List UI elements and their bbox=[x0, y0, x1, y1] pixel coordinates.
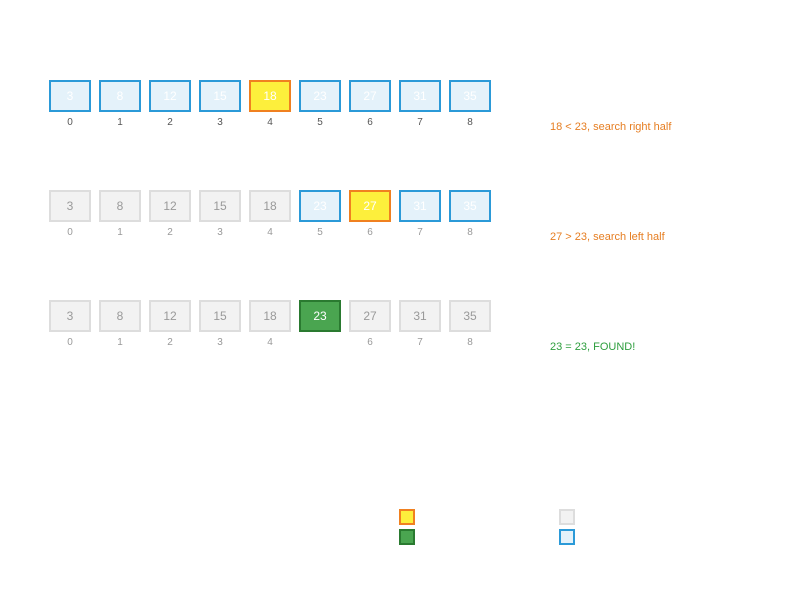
array-index-label: 0 bbox=[67, 117, 73, 128]
array-index-label: 3 bbox=[217, 117, 223, 128]
array-index-label: 5 bbox=[317, 117, 323, 128]
array-cell: 12 bbox=[149, 300, 191, 332]
array-index-label: 2 bbox=[167, 227, 173, 238]
array-index-label: 0 bbox=[67, 227, 73, 238]
array-cell: 23 bbox=[299, 80, 341, 112]
array-cell: 27 bbox=[349, 300, 391, 332]
legend-swatch-found bbox=[399, 529, 415, 545]
array-cell: 31 bbox=[399, 190, 441, 222]
array-index-label: 8 bbox=[467, 337, 473, 348]
array-cell: 23 bbox=[299, 300, 341, 332]
array-index-label: 7 bbox=[417, 117, 423, 128]
array-cell: 12 bbox=[149, 190, 191, 222]
array-cell: 35 bbox=[449, 300, 491, 332]
legend-swatch-mid bbox=[399, 509, 415, 525]
step-note: 18 < 23, search right half bbox=[550, 121, 672, 133]
array-index-label: 0 bbox=[67, 337, 73, 348]
legend-swatch-excluded bbox=[559, 509, 575, 525]
array-index-label: 3 bbox=[217, 337, 223, 348]
array-cell: 12 bbox=[149, 80, 191, 112]
array-cell: 3 bbox=[49, 80, 91, 112]
array-cell: 18 bbox=[249, 190, 291, 222]
array-index-label: 7 bbox=[417, 227, 423, 238]
array-cell: 15 bbox=[199, 80, 241, 112]
array-cell: 31 bbox=[399, 80, 441, 112]
array-index-label: 4 bbox=[267, 227, 273, 238]
array-index-label: 8 bbox=[467, 227, 473, 238]
array-cell: 18 bbox=[249, 300, 291, 332]
array-cell: 8 bbox=[99, 190, 141, 222]
step-note: 23 = 23, FOUND! bbox=[550, 341, 636, 353]
step-note: 27 > 23, search left half bbox=[550, 231, 665, 243]
array-index-label: 4 bbox=[267, 117, 273, 128]
array-index-label: 4 bbox=[267, 337, 273, 348]
array-cell: 27 bbox=[349, 80, 391, 112]
array-cell: 35 bbox=[449, 190, 491, 222]
array-index-label: 5 bbox=[317, 227, 323, 238]
array-index-label: 3 bbox=[217, 227, 223, 238]
array-cell: 8 bbox=[99, 80, 141, 112]
array-cell: 18 bbox=[249, 80, 291, 112]
array-index-label: 1 bbox=[117, 117, 123, 128]
array-cell: 15 bbox=[199, 300, 241, 332]
array-index-label: 2 bbox=[167, 117, 173, 128]
array-index-label: 6 bbox=[367, 337, 373, 348]
legend-swatch-active bbox=[559, 529, 575, 545]
array-index-label: 7 bbox=[417, 337, 423, 348]
array-index-label: 6 bbox=[367, 227, 373, 238]
step-row-2: 3 0 8 1 12 2 15 3 18 4 23 5 27 6 31 7 35 8 bbox=[0, 190, 800, 250]
array-cell: 3 bbox=[49, 300, 91, 332]
array-cell: 35 bbox=[449, 80, 491, 112]
array-index-label: 8 bbox=[467, 117, 473, 128]
array-cell: 23 bbox=[299, 190, 341, 222]
array-cell: 27 bbox=[349, 190, 391, 222]
array-index-label: 6 bbox=[367, 117, 373, 128]
step-row-1: 3 0 8 1 12 2 15 3 18 4 23 5 27 6 31 7 35 8 bbox=[0, 80, 800, 140]
array-index-label: 1 bbox=[117, 337, 123, 348]
array-index-label: 2 bbox=[167, 337, 173, 348]
array-index-label: 1 bbox=[117, 227, 123, 238]
array-cell: 31 bbox=[399, 300, 441, 332]
array-cell: 3 bbox=[49, 190, 91, 222]
array-cell: 8 bbox=[99, 300, 141, 332]
step-row-3: 3 0 8 1 12 2 15 3 18 4 23 27 6 31 7 35 8 bbox=[0, 300, 800, 360]
array-cell: 15 bbox=[199, 190, 241, 222]
